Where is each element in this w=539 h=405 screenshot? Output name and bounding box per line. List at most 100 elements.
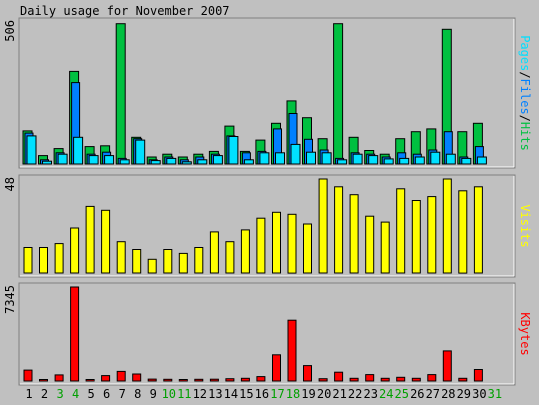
x-tick-label-day-19: 19: [301, 387, 315, 401]
x-axis-day-labels: 1 2 3 4 5 6 7 8 9 10 11 12 13 14 15 16 17 18 19 20 21 22 23 24 2…: [25, 387, 502, 401]
bar-kbytes-day-19: [303, 365, 312, 382]
legend-entry: /: [518, 71, 532, 78]
bar-pages-day-28: [445, 153, 456, 165]
panel-max-label: 7345: [3, 285, 17, 314]
bar-visits-day-2: [39, 247, 48, 274]
bar-kbytes-day-3: [54, 374, 64, 382]
bar-visits-day-26: [411, 200, 421, 274]
bar-kbytes-day-20: [318, 378, 328, 382]
x-tick-label-day-8: 8: [134, 387, 141, 401]
bar-visits-day-29: [458, 190, 468, 274]
panel-legend: KBytes: [518, 312, 532, 355]
bar-pages-day-16: [259, 152, 270, 165]
bar-visits-day-27: [427, 196, 437, 274]
panel-frame: [18, 17, 516, 169]
bar-pages-day-8: [135, 139, 146, 165]
bar-pages-day-30: [476, 156, 487, 165]
bar-kbytes-day-23: [365, 374, 375, 382]
bar-kbytes-day-21: [334, 371, 344, 382]
x-tick-label-day-11: 11: [177, 387, 191, 401]
x-tick-label-day-18: 18: [286, 387, 300, 401]
x-tick-label-day-27: 27: [426, 387, 440, 401]
bar-pages-day-24: [383, 158, 394, 165]
bar-pages-day-3: [57, 153, 68, 165]
bar-kbytes-day-27: [427, 374, 437, 382]
legend-entry: Files: [518, 79, 532, 115]
bar-kbytes-day-18: [287, 319, 297, 382]
x-tick-label-day-25: 25: [394, 387, 408, 401]
x-tick-label-day-2: 2: [41, 387, 48, 401]
bar-kbytes-day-25: [396, 376, 406, 382]
bar-visits-day-9: [147, 258, 157, 274]
bar-pages-day-18: [290, 143, 301, 165]
bar-visits-day-30: [473, 186, 483, 274]
x-tick-label-day-1: 1: [25, 387, 32, 401]
legend-entry: Hits: [518, 122, 532, 151]
bar-pages-day-9: [150, 160, 161, 165]
bar-pages-day-14: [228, 136, 239, 165]
bar-kbytes-day-5: [85, 379, 95, 382]
panel-kbytes: 7345 KBytes: [3, 282, 532, 386]
x-tick-label-day-30: 30: [472, 387, 486, 401]
bar-visits-day-12: [194, 247, 204, 274]
legend-entry: Visits: [518, 204, 532, 247]
bar-kbytes-day-22: [349, 377, 359, 382]
bar-kbytes-day-28: [442, 350, 452, 382]
bar-visits-day-4: [70, 227, 80, 274]
bar-visits-day-18: [287, 213, 297, 274]
x-tick-label-day-4: 4: [72, 387, 79, 401]
chart-title: Daily usage for November 2007: [20, 4, 230, 18]
bar-visits-day-21: [334, 186, 344, 274]
bar-visits-day-16: [256, 217, 266, 274]
x-tick-label-day-12: 12: [193, 387, 207, 401]
bar-kbytes-day-2: [39, 379, 48, 382]
bar-pages-day-15: [243, 159, 254, 165]
bar-visits-day-25: [396, 188, 406, 274]
x-tick-label-day-9: 9: [150, 387, 157, 401]
x-tick-label-day-26: 26: [410, 387, 424, 401]
x-tick-label-day-24: 24: [379, 387, 393, 401]
bar-pages-day-10: [166, 157, 177, 165]
bar-visits-day-7: [116, 241, 126, 274]
bar-visits-day-17: [272, 211, 281, 274]
bar-pages-day-11: [181, 161, 192, 165]
x-tick-label-day-7: 7: [119, 387, 126, 401]
bar-kbytes-day-8: [132, 373, 142, 382]
bar-kbytes-day-7: [116, 370, 126, 382]
legend-entry: Pages: [518, 35, 532, 71]
bar-kbytes-day-6: [101, 375, 111, 382]
bar-pages-day-21: [337, 159, 348, 165]
bar-visits-day-14: [225, 241, 235, 274]
panel-legend: Visits: [518, 204, 532, 247]
bar-visits-day-22: [349, 194, 359, 274]
bar-kbytes-day-15: [240, 377, 250, 382]
bar-visits-day-11: [178, 252, 188, 274]
legend-entry: KBytes: [518, 312, 532, 355]
bar-pages-day-13: [212, 155, 223, 165]
bar-pages-day-7: [119, 159, 130, 165]
bar-pages-day-12: [197, 159, 208, 165]
bar-visits-day-23: [365, 215, 375, 274]
panel-max-label: 48: [3, 177, 17, 191]
bar-visits-day-8: [132, 249, 142, 274]
bar-pages-day-20: [321, 152, 332, 165]
x-tick-label-day-15: 15: [239, 387, 253, 401]
bar-kbytes-day-12: [194, 378, 204, 382]
legend-entry: /: [518, 115, 532, 122]
bar-pages-day-23: [368, 155, 379, 165]
bar-pages-day-4: [73, 136, 84, 165]
bar-hits-day-7: [115, 23, 126, 165]
x-tick-label-day-22: 22: [348, 387, 362, 401]
bar-pages-day-5: [88, 155, 99, 165]
x-tick-label-day-29: 29: [457, 387, 471, 401]
bar-pages-day-25: [399, 157, 410, 165]
bar-visits-day-20: [318, 178, 328, 274]
x-tick-label-day-20: 20: [317, 387, 331, 401]
bar-pages-day-27: [430, 151, 441, 165]
bar-kbytes-day-10: [163, 378, 173, 382]
bar-visits-day-13: [209, 231, 219, 274]
bar-kbytes-day-13: [209, 378, 219, 382]
